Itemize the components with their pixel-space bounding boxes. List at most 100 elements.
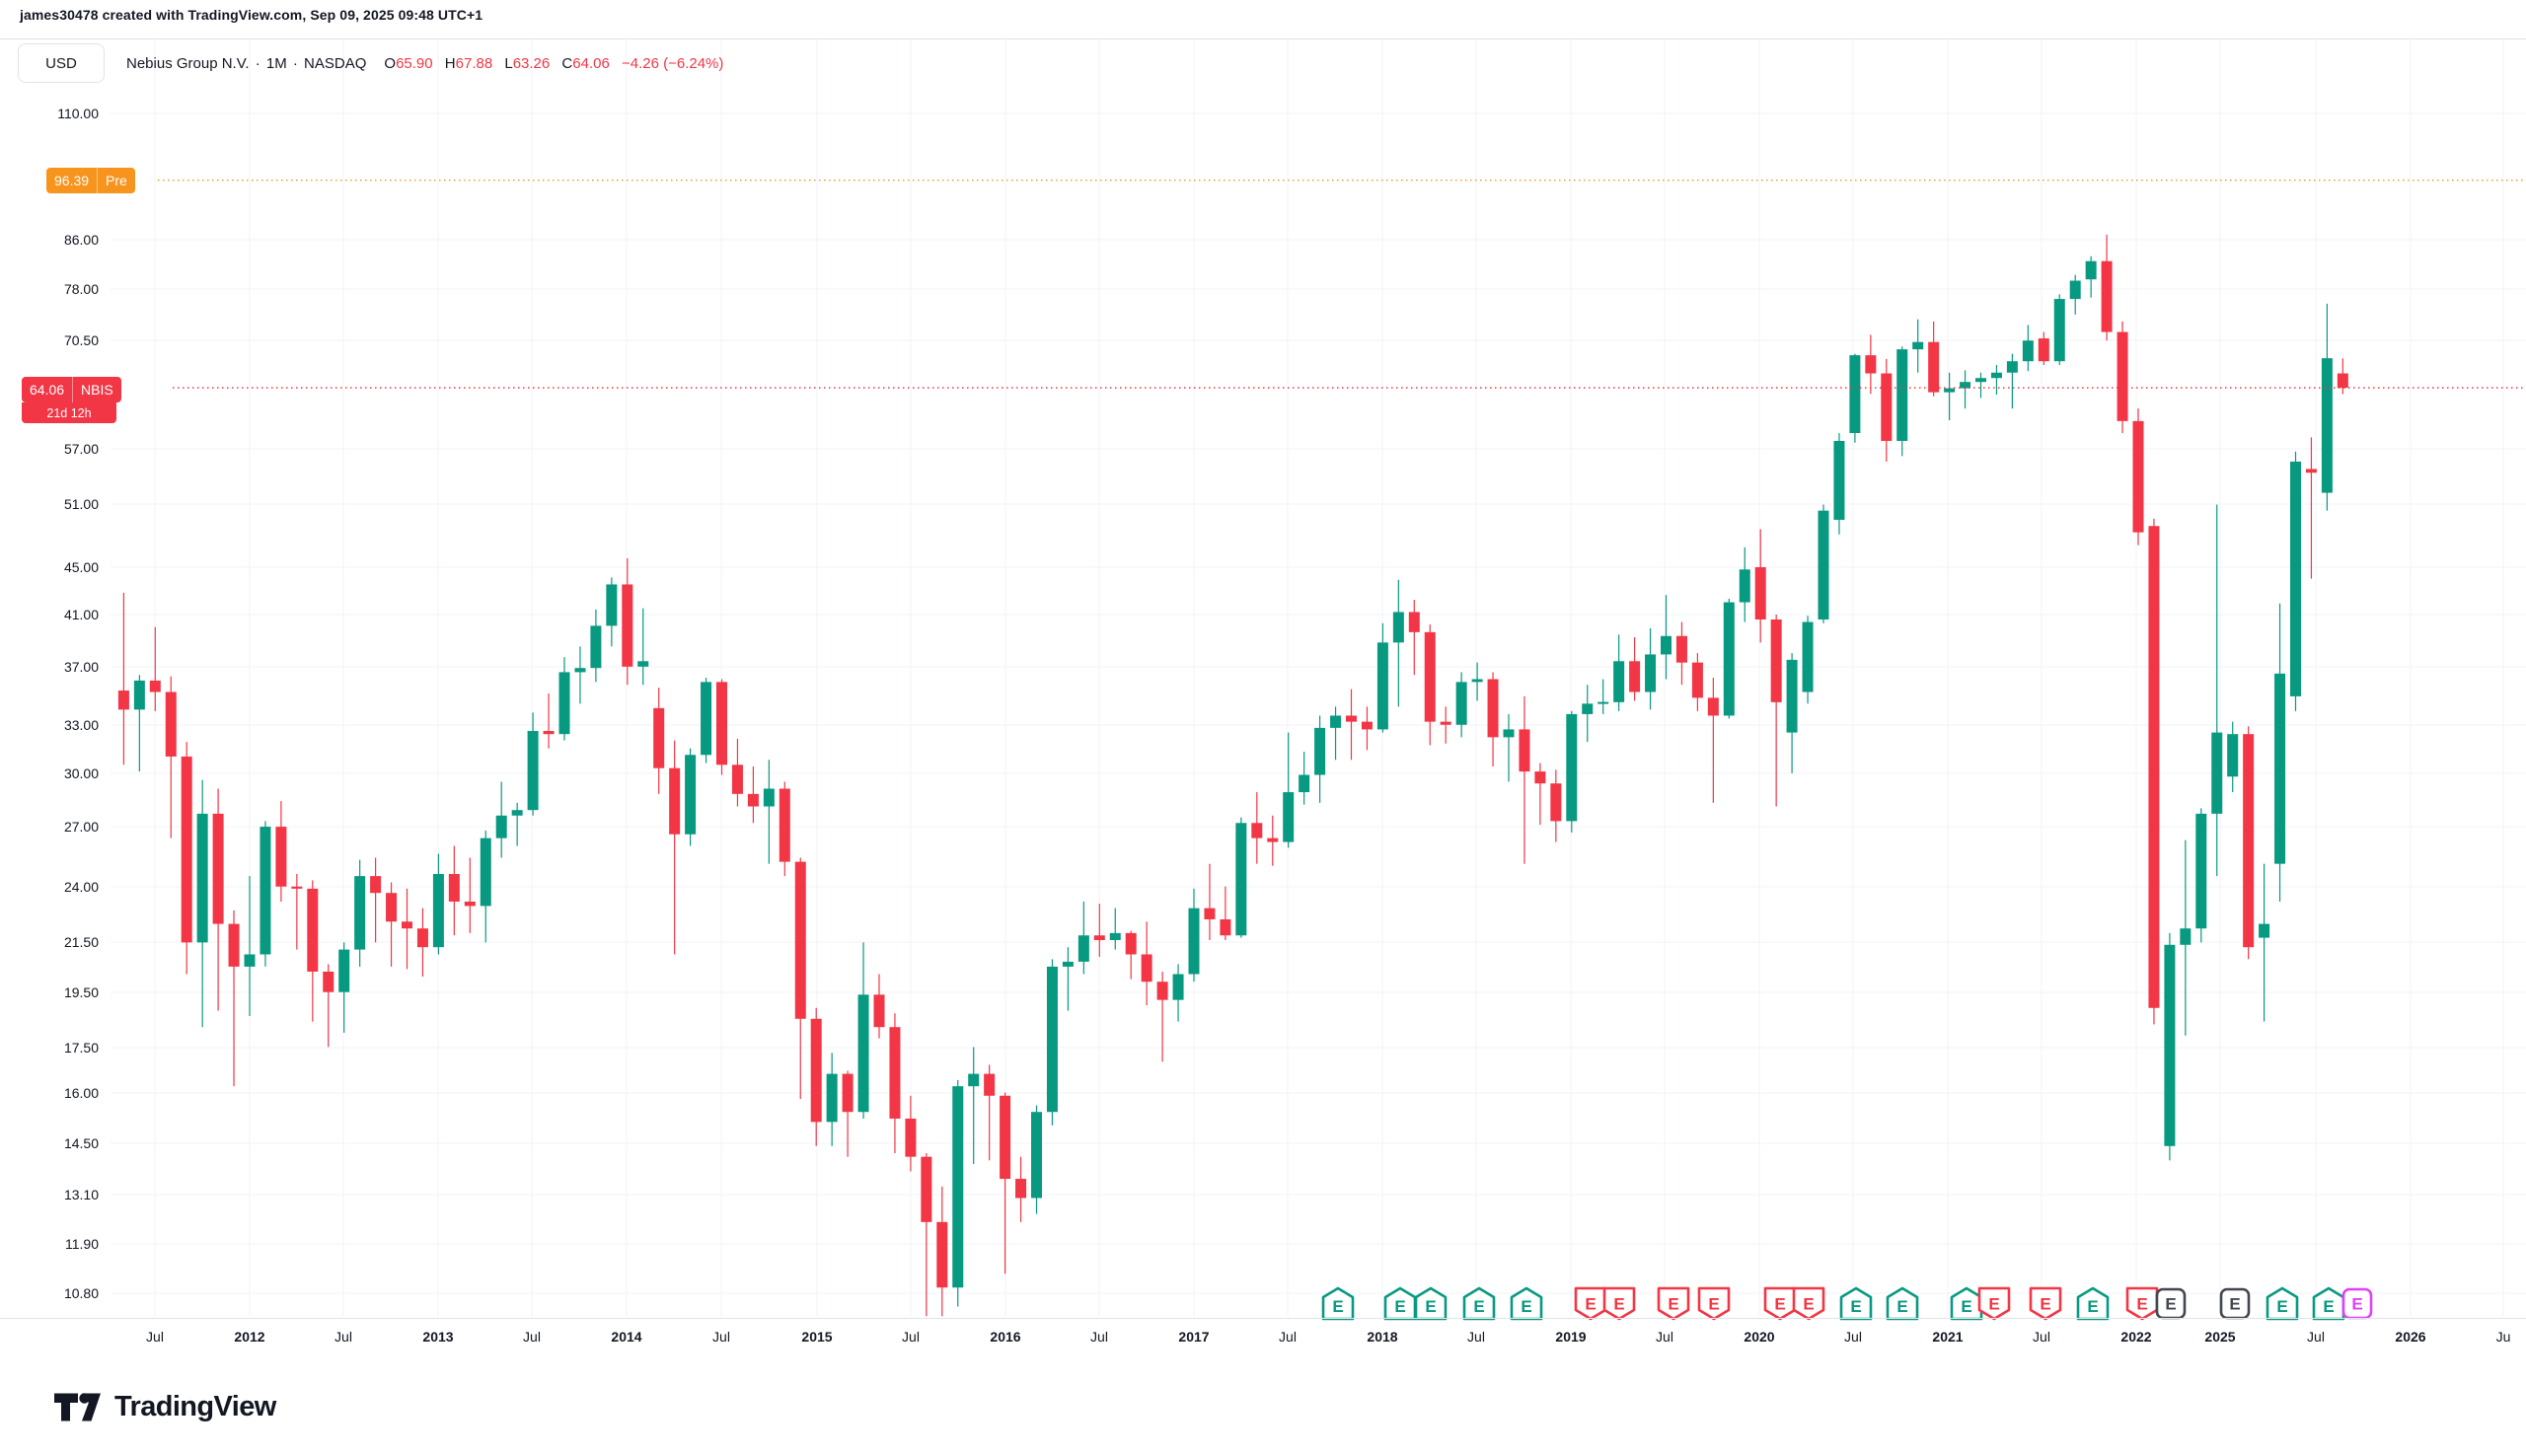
candle[interactable]	[1408, 600, 1420, 676]
candle[interactable]	[1770, 614, 1782, 807]
candle[interactable]	[1093, 904, 1105, 957]
candle[interactable]	[1990, 365, 2002, 396]
candle[interactable]	[574, 646, 586, 704]
earnings-icon-beat[interactable]: E	[1321, 1286, 1355, 1321]
candle[interactable]	[1077, 901, 1089, 975]
candle[interactable]	[968, 1047, 980, 1165]
candle[interactable]	[1503, 713, 1515, 782]
earnings-icon-neutral[interactable]: E	[2219, 1287, 2251, 1320]
candle[interactable]	[2290, 451, 2301, 711]
price-axis[interactable]: 110.00 86.00 78.00 70.50 57.00 51.00 45.00 41.0…	[0, 39, 99, 1317]
candle[interactable]	[2101, 234, 2113, 341]
candle[interactable]	[2069, 274, 2081, 315]
candle[interactable]	[1235, 817, 1247, 938]
candle[interactable]	[543, 692, 555, 749]
candle[interactable]	[1156, 971, 1168, 1062]
candle[interactable]	[1597, 679, 1609, 714]
earnings-icon-upcoming[interactable]: E	[2341, 1287, 2373, 1320]
last-price-badge[interactable]: 64.06 NBIS	[22, 377, 121, 402]
earnings-icon-beat[interactable]: E	[1839, 1286, 1873, 1321]
candle[interactable]	[1062, 947, 1074, 1011]
candle[interactable]	[1707, 678, 1719, 803]
candle[interactable]	[1046, 959, 1058, 1126]
candle[interactable]	[857, 942, 869, 1119]
candle[interactable]	[716, 679, 727, 775]
earnings-icon-miss[interactable]: E	[1574, 1286, 1607, 1321]
symbol-legend[interactable]: Nebius Group N.V. · 1M · NASDAQ	[126, 55, 366, 72]
candle[interactable]	[889, 1013, 901, 1154]
candle[interactable]	[2211, 504, 2223, 877]
candle[interactable]	[1392, 579, 1404, 707]
candle[interactable]	[196, 779, 208, 1028]
candle[interactable]	[826, 1053, 838, 1146]
candle[interactable]	[731, 738, 743, 807]
candle[interactable]	[432, 853, 444, 955]
candle[interactable]	[1000, 1092, 1011, 1274]
candle[interactable]	[747, 765, 759, 824]
candle[interactable]	[260, 821, 271, 967]
candle[interactable]	[2038, 331, 2049, 366]
candle[interactable]	[1188, 888, 1200, 983]
candle[interactable]	[794, 857, 806, 1100]
candle[interactable]	[1723, 598, 1735, 719]
candle[interactable]	[2117, 321, 2128, 434]
candle[interactable]	[606, 577, 618, 647]
candle[interactable]	[2337, 358, 2348, 395]
candle[interactable]	[338, 942, 350, 1033]
candle[interactable]	[1928, 321, 1940, 397]
candle[interactable]	[291, 874, 303, 950]
earnings-icon-miss[interactable]: E	[2029, 1286, 2062, 1321]
candle[interactable]	[2148, 518, 2160, 1025]
earnings-icon-beat[interactable]: E	[1414, 1286, 1448, 1321]
candle[interactable]	[842, 1070, 854, 1157]
candle[interactable]	[1534, 763, 1546, 826]
candle[interactable]	[527, 712, 539, 816]
candle[interactable]	[1299, 751, 1310, 805]
candle[interactable]	[1109, 908, 1121, 950]
candle[interactable]	[117, 592, 129, 765]
candle[interactable]	[1960, 370, 1971, 409]
candle[interactable]	[1881, 358, 1893, 462]
candle[interactable]	[590, 609, 602, 683]
candle[interactable]	[921, 1153, 932, 1317]
earnings-icon-miss[interactable]: E	[1977, 1286, 2011, 1321]
candle[interactable]	[1015, 1156, 1027, 1222]
candle[interactable]	[1754, 529, 1766, 643]
candle[interactable]	[511, 802, 523, 846]
earnings-icon-beat[interactable]: E	[1510, 1286, 1543, 1321]
candle[interactable]	[275, 801, 287, 902]
earnings-icon-miss[interactable]: E	[2125, 1286, 2159, 1321]
candle[interactable]	[1424, 624, 1436, 746]
candle[interactable]	[181, 742, 192, 975]
candle[interactable]	[1739, 546, 1750, 622]
candle[interactable]	[2053, 294, 2065, 366]
candle[interactable]	[1629, 637, 1641, 701]
candle[interactable]	[936, 1186, 948, 1317]
candle[interactable]	[984, 1064, 996, 1161]
candle[interactable]	[1125, 930, 1137, 980]
tradingview-logo[interactable]: TradingView	[54, 1391, 276, 1423]
candle[interactable]	[701, 678, 712, 764]
candle[interactable]	[1865, 334, 1877, 395]
candle[interactable]	[228, 910, 240, 1087]
candle[interactable]	[1566, 710, 1578, 833]
candle[interactable]	[2132, 408, 2144, 546]
candle[interactable]	[810, 1007, 822, 1146]
candle[interactable]	[323, 964, 334, 1048]
candle[interactable]	[1440, 706, 1451, 744]
candle[interactable]	[1471, 662, 1483, 701]
candle[interactable]	[495, 781, 507, 858]
earnings-icon-miss[interactable]: E	[1657, 1286, 1690, 1321]
candle[interactable]	[2022, 325, 2034, 372]
candle[interactable]	[2227, 721, 2239, 793]
candle[interactable]	[354, 859, 366, 967]
earnings-icon-miss[interactable]: E	[1697, 1286, 1731, 1321]
candle[interactable]	[1455, 672, 1467, 738]
candle[interactable]	[1361, 706, 1373, 751]
candle[interactable]	[1786, 653, 1798, 773]
candle[interactable]	[2305, 437, 2317, 579]
candle[interactable]	[1519, 695, 1530, 864]
earnings-icon-miss[interactable]: E	[1602, 1286, 1636, 1321]
candle[interactable]	[1346, 689, 1357, 761]
